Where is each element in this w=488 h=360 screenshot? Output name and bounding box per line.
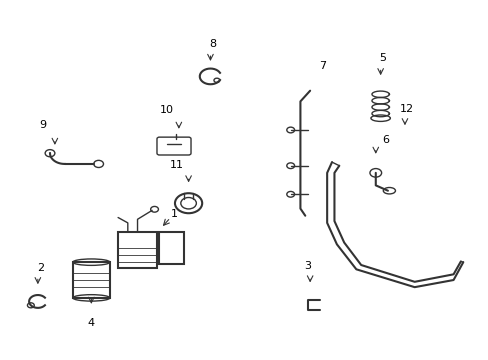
Text: 5: 5 — [379, 53, 386, 63]
Bar — [73, 262, 110, 298]
Bar — [118, 232, 157, 267]
Text: 1: 1 — [170, 209, 177, 219]
Text: 11: 11 — [169, 159, 183, 170]
Text: 7: 7 — [318, 61, 325, 71]
Text: 4: 4 — [88, 318, 95, 328]
Text: 6: 6 — [381, 135, 388, 145]
Text: 3: 3 — [304, 261, 310, 271]
Text: 12: 12 — [400, 104, 414, 113]
Text: 2: 2 — [37, 262, 44, 273]
Text: 8: 8 — [209, 39, 216, 49]
Text: 10: 10 — [160, 105, 173, 115]
Bar — [159, 232, 183, 264]
Text: 9: 9 — [39, 120, 46, 130]
